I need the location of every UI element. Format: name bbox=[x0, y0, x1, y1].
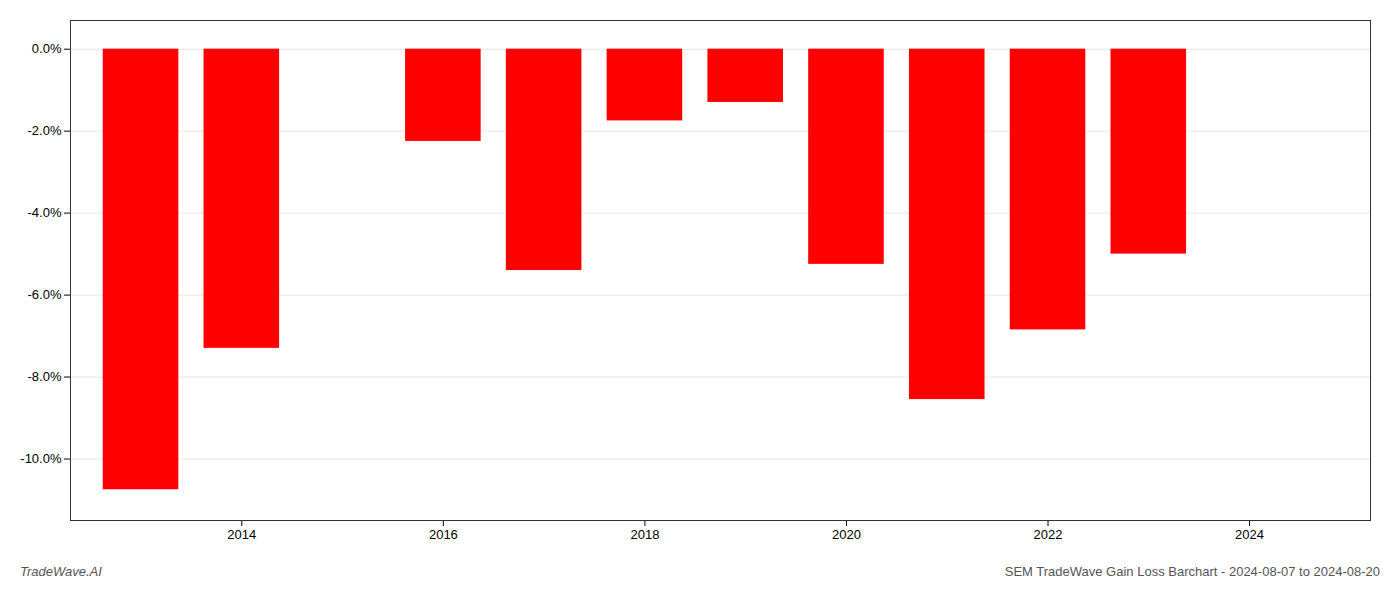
html-text:SEM TradeWave Gain Loss Barcha: SEM TradeWave Gain Loss Barchart - 2024-… bbox=[1004, 564, 1380, 579]
svg-text:-8.0%: -8.0% bbox=[28, 369, 62, 384]
svg-text:2014: 2014 bbox=[227, 527, 256, 542]
svg-text:0.0%: 0.0% bbox=[32, 41, 62, 56]
svg-text:-2.0%: -2.0% bbox=[28, 123, 62, 138]
svg-text:2016: 2016 bbox=[429, 527, 458, 542]
svg-text:-4.0%: -4.0% bbox=[28, 205, 62, 220]
html-text:TradeWave.AI: TradeWave.AI bbox=[20, 564, 102, 579]
svg-text:-10.0%: -10.0% bbox=[20, 451, 62, 466]
svg-text:-6.0%: -6.0% bbox=[28, 287, 62, 302]
svg-text:2018: 2018 bbox=[630, 527, 659, 542]
svg-text:2022: 2022 bbox=[1034, 527, 1063, 542]
svg-text:2020: 2020 bbox=[832, 527, 861, 542]
svg-text:2024: 2024 bbox=[1235, 527, 1264, 542]
